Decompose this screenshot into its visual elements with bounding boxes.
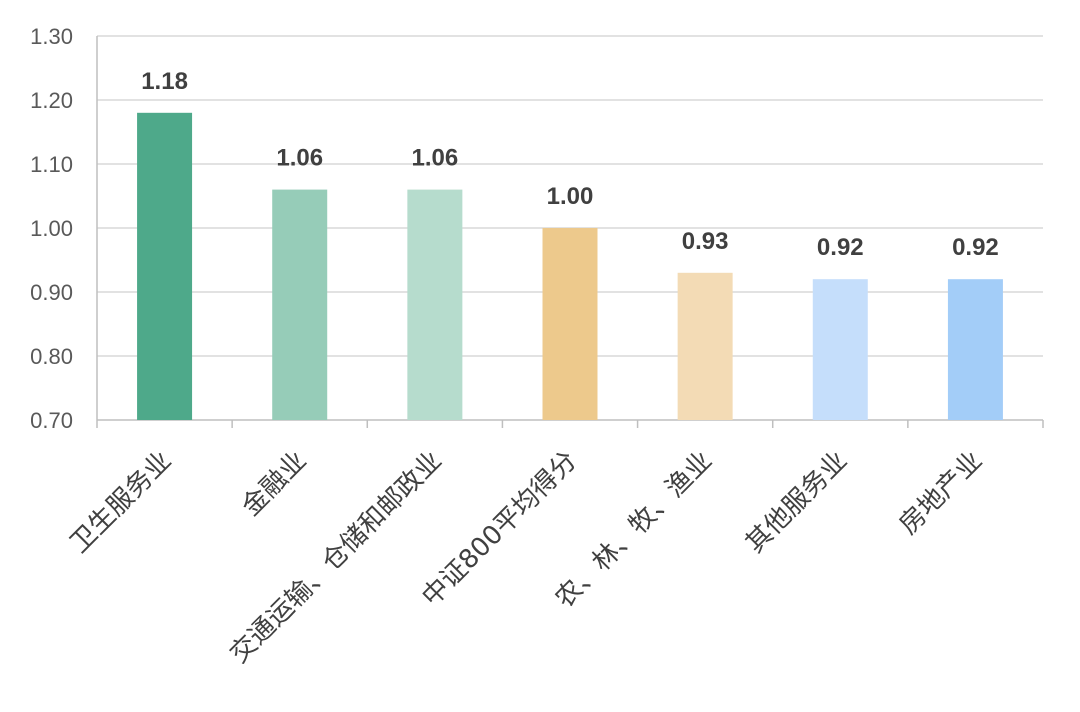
bar (137, 112, 193, 421)
bar (272, 189, 328, 420)
data-label: 0.92 (952, 234, 999, 261)
y-tick-label: 0.90 (30, 280, 73, 305)
data-label: 1.06 (276, 145, 323, 172)
bar (812, 279, 868, 420)
bar (407, 189, 463, 420)
bar (542, 228, 598, 420)
y-tick-label: 0.70 (30, 408, 73, 433)
data-label: 1.18 (141, 68, 188, 95)
value-labels: 1.18 1.06 1.06 1.00 0.93 0.92 0.92 (141, 68, 999, 261)
y-tick-label: 1.00 (30, 216, 73, 241)
bar (677, 272, 733, 420)
data-label: 0.93 (682, 228, 729, 255)
bars (137, 112, 1003, 421)
y-tick-label: 1.10 (30, 152, 73, 177)
data-label: 1.00 (547, 183, 594, 210)
x-tick-label: 房地产业 (894, 446, 989, 541)
x-tick-label: 卫生服务业 (64, 446, 177, 559)
data-label: 1.06 (411, 145, 458, 172)
y-tick-label: 1.30 (30, 24, 73, 49)
x-tick-label: 金融业 (236, 446, 312, 522)
bar (947, 279, 1003, 420)
x-tick-label: 其他服务业 (740, 446, 853, 559)
data-label: 0.92 (817, 234, 864, 261)
y-tick-label: 0.80 (30, 344, 73, 369)
y-tick-label: 1.20 (30, 88, 73, 113)
y-axis-tick-labels: 0.70 0.80 0.90 1.00 1.10 1.20 1.30 (30, 24, 73, 433)
